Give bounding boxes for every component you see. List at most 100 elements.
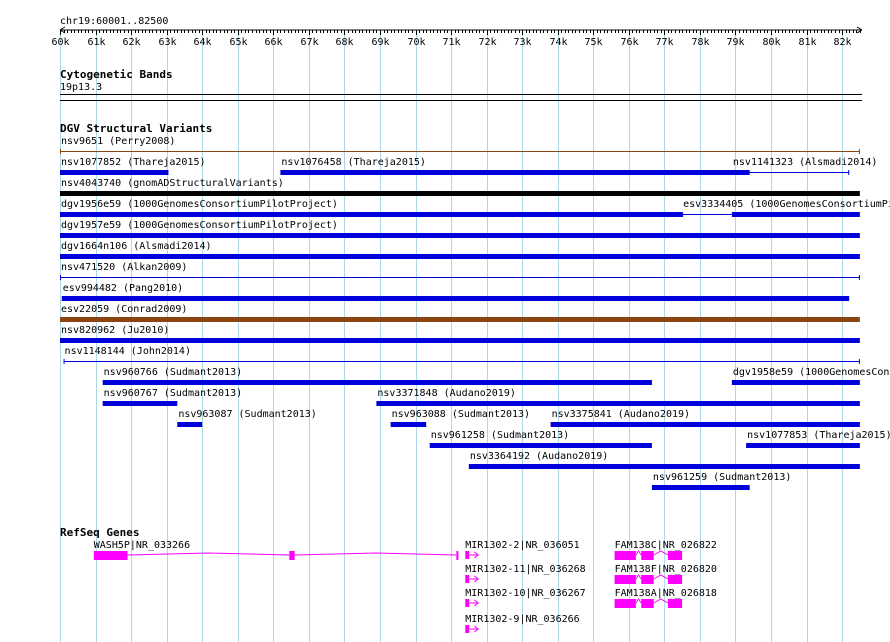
dgv-feature[interactable]: nsv963088 (Sudmant2013)	[390, 409, 530, 427]
refseq-gene[interactable]: MIR1302-9|NR_036266	[465, 614, 580, 633]
dgv-feature-label: nsv3364192 (Audano2019)	[470, 451, 608, 462]
ruler-tick-label: 79k	[726, 37, 744, 48]
dgv-structural-variants-track: DGV Structural Variants nsv9651 (Perry20…	[60, 122, 890, 490]
gene-exon	[465, 599, 470, 607]
gene-intron	[653, 550, 669, 556]
dgv-feature-label: nsv1077852 (Thareja2015)	[61, 157, 206, 168]
dgv-feature-bar	[177, 422, 203, 427]
refseq-gene-label: MIR1302-2|NR_036051	[465, 540, 579, 551]
dgv-feature-bar	[390, 422, 427, 427]
refseq-gene[interactable]: WASH5P|NR_033266	[93, 540, 459, 560]
ruler-tick-label: 64k	[193, 37, 211, 48]
ruler-tick-label: 69k	[371, 37, 389, 48]
dgv-feature-bar	[60, 317, 860, 322]
dgv-feature-label: nsv3375841 (Audano2019)	[552, 409, 690, 420]
dgv-feature[interactable]: nsv963087 (Sudmant2013)	[177, 409, 317, 427]
dgv-track-title: DGV Structural Variants	[60, 122, 212, 135]
gene-intron	[653, 574, 669, 580]
dgv-feature[interactable]: nsv9651 (Perry2008)	[60, 136, 860, 154]
dgv-feature[interactable]: esv994482 (Pang2010)	[61, 283, 850, 301]
dgv-feature-label: nsv1077853 (Thareja2015)	[747, 430, 890, 441]
dgv-feature[interactable]: esv3334405 (1000GenomesConsortiumPilotPr…	[682, 199, 890, 217]
dgv-feature-bar	[746, 443, 860, 448]
ruler-tick-label: 65k	[229, 37, 247, 48]
dgv-feature[interactable]: dgv1958e59 (1000GenomesConsortiumPilotPr…	[731, 367, 890, 385]
refseq-gene[interactable]: FAM138F|NR_026820	[614, 564, 717, 584]
gene-exon	[465, 551, 470, 559]
dgv-feature[interactable]: esv22059 (Conrad2009)	[60, 304, 860, 322]
dgv-feature[interactable]: nsv3375841 (Audano2019)	[550, 409, 860, 427]
dgv-features: nsv9651 (Perry2008) nsv1077852 (Thareja20…	[60, 136, 890, 490]
dgv-feature[interactable]: nsv3371848 (Audano2019)	[376, 388, 860, 406]
ruler-tick-label: 76k	[620, 37, 638, 48]
dgv-feature[interactable]: nsv1148144 (John2014)	[63, 346, 860, 364]
ruler-tick-label: 71k	[442, 37, 460, 48]
dgv-feature[interactable]: nsv1076458 (Thareja2015)	[280, 157, 750, 175]
gene-exon	[289, 551, 295, 560]
dgv-feature[interactable]: nsv820962 (Ju2010)	[60, 325, 860, 343]
ruler-tick-label: 61k	[87, 37, 105, 48]
refseq-track-title: RefSeq Genes	[60, 526, 139, 539]
gene-exon	[465, 575, 470, 583]
ruler-tick-label: 67k	[300, 37, 318, 48]
gene-exon	[641, 575, 654, 584]
ruler-right-arrow-icon	[856, 26, 863, 34]
dgv-feature[interactable]: dgv1956e59 (1000GenomesConsortiumPilotPr…	[60, 199, 683, 217]
dgv-feature-label: esv994482 (Pang2010)	[63, 283, 183, 294]
refseq-gene-label: FAM138A|NR_026818	[615, 588, 717, 599]
refseq-gene[interactable]: FAM138C|NR_026822	[614, 540, 717, 560]
gene-intron	[653, 598, 669, 604]
refseq-gene[interactable]: MIR1302-2|NR_036051	[465, 540, 580, 559]
ruler-tick-label: 75k	[584, 37, 602, 48]
refseq-gene-label: MIR1302-11|NR_036268	[465, 564, 585, 575]
ruler-ticks: 60k 61k 62k 63k 64k 65k 66k 67k 68k 69k 70k 71k 72k 7…	[51, 30, 861, 48]
ruler: chr19:60001..82500 60k 61k 62k 63k 64k 65k 66k…	[51, 16, 863, 48]
refseq-gene[interactable]: MIR1302-11|NR_036268	[465, 564, 586, 583]
cytogenetic-bands-title: Cytogenetic Bands	[60, 68, 173, 81]
dgv-feature-label: nsv4043740 (gnomADStructuralVariants)	[61, 178, 284, 189]
dgv-feature-bar	[731, 380, 860, 385]
dgv-feature-label: nsv960767 (Sudmant2013)	[104, 388, 242, 399]
dgv-feature[interactable]: dgv1664n106 (Alsmadi2014)	[60, 241, 860, 259]
strand-arrow-icon	[469, 551, 480, 559]
dgv-feature-bar	[60, 254, 860, 259]
dgv-feature-bar	[280, 170, 750, 175]
dgv-feature[interactable]: nsv961258 (Sudmant2013)	[429, 430, 652, 448]
gene-exon	[667, 551, 683, 560]
dgv-feature-bar	[60, 233, 860, 238]
dgv-feature-label: nsv1148144 (John2014)	[65, 346, 191, 357]
dgv-feature[interactable]: nsv3364192 (Audano2019)	[468, 451, 860, 469]
gene-intron	[635, 574, 642, 580]
refseq-gene-label: WASH5P|NR_033266	[94, 540, 190, 551]
dgv-feature[interactable]: nsv961259 (Sudmant2013)	[651, 472, 791, 490]
dgv-feature-label: nsv961259 (Sudmant2013)	[653, 472, 791, 483]
dgv-feature[interactable]: nsv960767 (Sudmant2013)	[102, 388, 242, 406]
dgv-feature-label: nsv1141323 (Alsmadi2014)	[733, 157, 878, 168]
gene-intron	[635, 598, 642, 604]
dgv-feature[interactable]: nsv960766 (Sudmant2013)	[102, 367, 652, 385]
gene-exon	[614, 551, 636, 560]
ruler-tick-label: 82k	[833, 37, 851, 48]
refseq-gene[interactable]: MIR1302-10|NR_036267	[465, 588, 586, 607]
dgv-feature[interactable]: nsv1141323 (Alsmadi2014)	[731, 157, 878, 175]
cytogenetic-bands-track: Cytogenetic Bands 19p13.3	[60, 68, 862, 95]
gene-exon	[641, 599, 654, 608]
dgv-feature[interactable]: nsv1077852 (Thareja2015)	[60, 157, 206, 175]
gene-exon	[456, 551, 459, 560]
ruler-tick-label: 66k	[264, 37, 282, 48]
strand-arrow-icon	[469, 599, 480, 607]
gene-intron	[635, 550, 642, 556]
dgv-feature-label: nsv963088 (Sudmant2013)	[392, 409, 530, 420]
refseq-gene[interactable]: FAM138A|NR_026818	[614, 588, 717, 608]
ruler-tick-label: 80k	[762, 37, 780, 48]
gene-exon	[465, 625, 470, 633]
dgv-feature[interactable]: nsv1077853 (Thareja2015)	[746, 430, 890, 448]
dgv-feature[interactable]: nsv4043740 (gnomADStructuralVariants)	[60, 178, 860, 196]
dgv-feature-label: nsv9651 (Perry2008)	[61, 136, 175, 147]
gene-exon	[614, 599, 636, 608]
dgv-feature-label: nsv963087 (Sudmant2013)	[178, 409, 316, 420]
dgv-feature[interactable]: nsv471520 (Alkan2009)	[60, 262, 860, 280]
refseq-gene-label: MIR1302-9|NR_036266	[465, 614, 579, 625]
dgv-feature[interactable]: dgv1957e59 (1000GenomesConsortiumPilotPr…	[60, 220, 860, 238]
ruler-tick-label: 73k	[513, 37, 531, 48]
